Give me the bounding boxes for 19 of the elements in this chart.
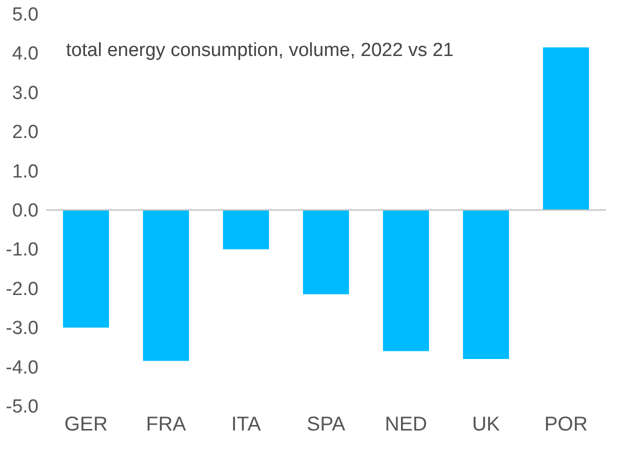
- annotation: total energy consumption, volume, 2022 vs 21: [66, 40, 454, 61]
- x-tick-label: SPA: [306, 414, 346, 436]
- x-tick-label: GER: [64, 414, 108, 436]
- y-tick-label: 2.0: [12, 122, 38, 144]
- y-tick-label: 4.0: [12, 44, 38, 65]
- x-tick-label: ITA: [231, 414, 262, 436]
- x-tick-label: NED: [384, 414, 428, 436]
- y-tick-label: 5.0: [12, 4, 38, 26]
- x-tick-label: FRA: [146, 414, 187, 436]
- y-tick-label: -1.0: [6, 240, 38, 261]
- x-tick-label: UK: [472, 414, 501, 436]
- y-tick-label: 1.0: [12, 161, 38, 182]
- y-tick-label: -5.0: [6, 396, 38, 418]
- y-tick-label: -4.0: [6, 357, 38, 378]
- x-tick-label: POR: [544, 414, 588, 436]
- y-tick-label: 0.0: [12, 200, 38, 222]
- y-tick-label: -2.0: [6, 278, 38, 300]
- y-tick-label: -3.0: [6, 318, 38, 340]
- y-tick-label: 3.0: [12, 82, 38, 104]
